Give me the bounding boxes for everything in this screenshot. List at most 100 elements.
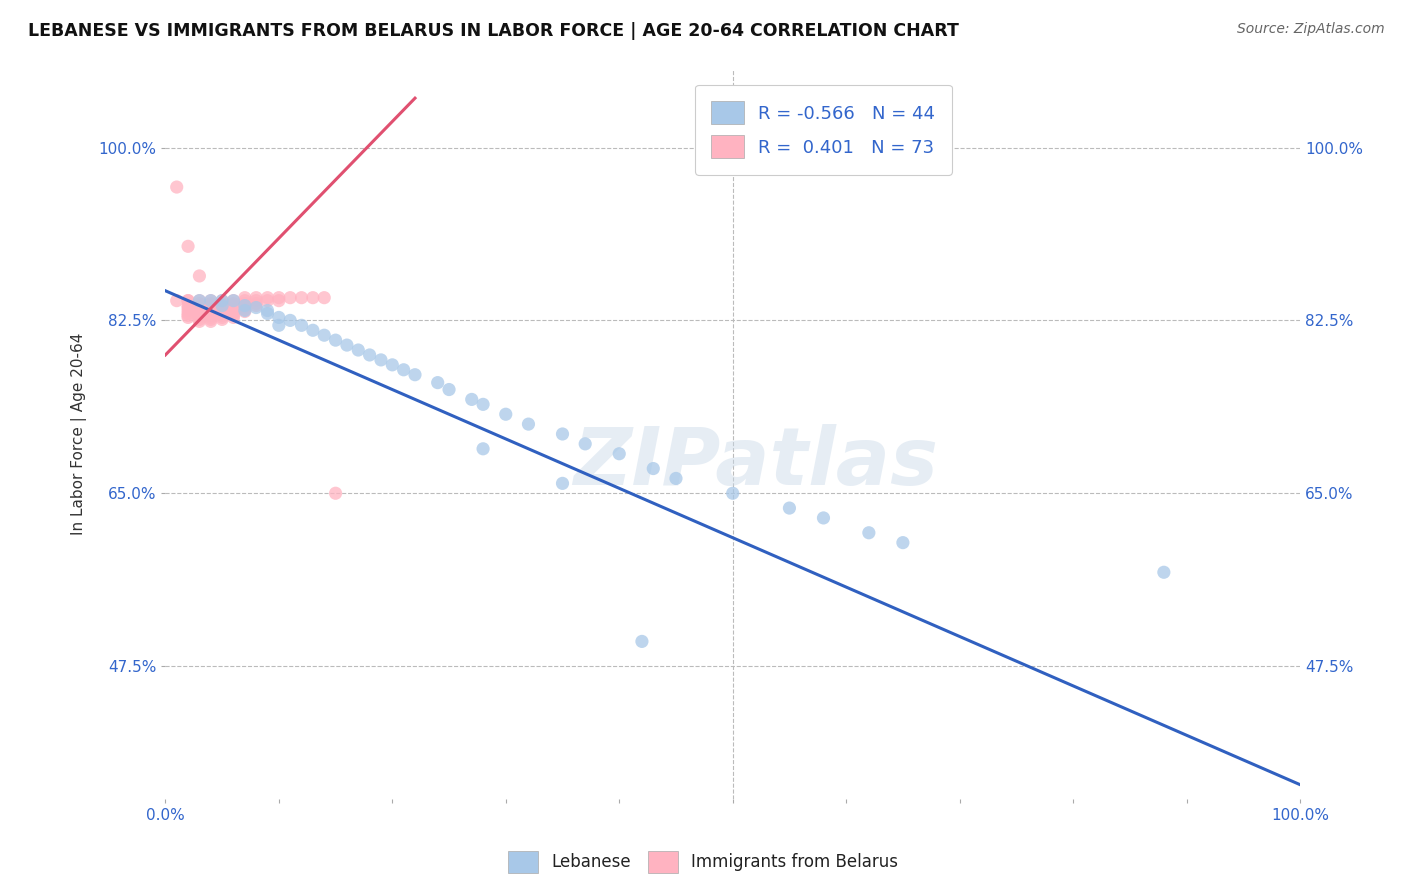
- Point: [188, 309, 211, 323]
- Point: [222, 309, 245, 323]
- Point: [302, 291, 325, 305]
- Point: [200, 309, 222, 323]
- Point: [200, 296, 222, 310]
- Point: [256, 293, 278, 308]
- Point: [325, 486, 347, 500]
- Point: [188, 310, 211, 325]
- Point: [392, 363, 415, 377]
- Point: [858, 525, 880, 540]
- Point: [721, 486, 744, 500]
- Point: [631, 634, 654, 648]
- Point: [233, 303, 256, 318]
- Point: [233, 304, 256, 318]
- Point: [211, 293, 233, 308]
- Point: [188, 293, 211, 308]
- Point: [245, 299, 267, 313]
- Point: [267, 293, 290, 308]
- Text: LEBANESE VS IMMIGRANTS FROM BELARUS IN LABOR FORCE | AGE 20-64 CORRELATION CHART: LEBANESE VS IMMIGRANTS FROM BELARUS IN L…: [28, 22, 959, 40]
- Point: [256, 303, 278, 318]
- Point: [211, 306, 233, 320]
- Point: [245, 296, 267, 310]
- Point: [222, 296, 245, 310]
- Point: [211, 293, 233, 308]
- Point: [1153, 566, 1175, 580]
- Point: [222, 306, 245, 320]
- Point: [200, 310, 222, 325]
- Point: [188, 304, 211, 318]
- Legend: Lebanese, Immigrants from Belarus: Lebanese, Immigrants from Belarus: [502, 845, 904, 880]
- Point: [517, 417, 540, 431]
- Point: [891, 535, 914, 549]
- Point: [177, 293, 200, 308]
- Point: [222, 310, 245, 325]
- Point: [200, 312, 222, 326]
- Point: [177, 301, 200, 315]
- Point: [347, 343, 370, 357]
- Point: [245, 293, 267, 308]
- Point: [233, 301, 256, 315]
- Point: [222, 293, 245, 308]
- Point: [267, 310, 290, 325]
- Point: [211, 312, 233, 326]
- Point: [370, 352, 392, 367]
- Point: [188, 296, 211, 310]
- Text: Source: ZipAtlas.com: Source: ZipAtlas.com: [1237, 22, 1385, 37]
- Point: [278, 313, 301, 327]
- Point: [359, 348, 381, 362]
- Point: [233, 291, 256, 305]
- Legend: R = -0.566   N = 44, R =  0.401   N = 73: R = -0.566 N = 44, R = 0.401 N = 73: [695, 85, 952, 175]
- Point: [267, 318, 290, 333]
- Point: [200, 293, 222, 308]
- Point: [551, 476, 574, 491]
- Point: [426, 376, 449, 390]
- Point: [188, 268, 211, 283]
- Point: [188, 302, 211, 317]
- Point: [813, 511, 835, 525]
- Point: [200, 314, 222, 328]
- Point: [200, 304, 222, 318]
- Point: [665, 471, 688, 485]
- Point: [211, 299, 233, 313]
- Point: [381, 358, 404, 372]
- Point: [211, 301, 233, 315]
- Point: [177, 293, 200, 308]
- Point: [404, 368, 426, 382]
- Point: [177, 303, 200, 318]
- Point: [200, 299, 222, 313]
- Point: [211, 299, 233, 313]
- Point: [222, 304, 245, 318]
- Point: [233, 293, 256, 308]
- Point: [188, 301, 211, 315]
- Point: [166, 180, 188, 194]
- Text: ZIPatlas: ZIPatlas: [572, 425, 938, 502]
- Point: [495, 407, 517, 421]
- Point: [188, 306, 211, 320]
- Point: [574, 437, 596, 451]
- Point: [278, 291, 301, 305]
- Point: [177, 239, 200, 253]
- Point: [233, 296, 256, 310]
- Point: [233, 299, 256, 313]
- Point: [461, 392, 484, 407]
- Point: [188, 299, 211, 313]
- Point: [177, 309, 200, 323]
- Point: [472, 442, 495, 456]
- Point: [551, 427, 574, 442]
- Point: [188, 293, 211, 308]
- Point: [245, 301, 267, 315]
- Y-axis label: In Labor Force | Age 20-64: In Labor Force | Age 20-64: [72, 333, 87, 535]
- Point: [177, 310, 200, 325]
- Point: [233, 299, 256, 313]
- Point: [211, 296, 233, 310]
- Point: [177, 299, 200, 313]
- Point: [188, 312, 211, 326]
- Point: [211, 310, 233, 325]
- Point: [472, 397, 495, 411]
- Point: [177, 306, 200, 320]
- Point: [778, 501, 800, 516]
- Point: [325, 333, 347, 347]
- Point: [607, 447, 630, 461]
- Point: [211, 302, 233, 317]
- Point: [256, 291, 278, 305]
- Point: [314, 328, 336, 343]
